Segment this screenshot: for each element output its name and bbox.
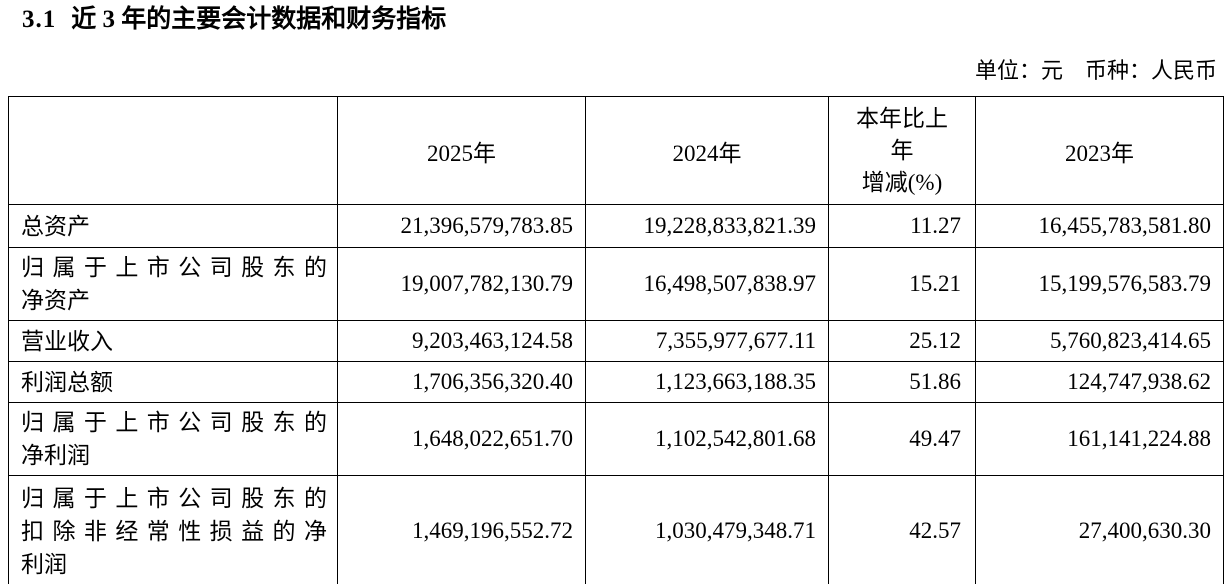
value-2025: 1,648,022,651.70 <box>337 402 586 476</box>
table-row: 利润总额 1,706,356,320.40 1,123,663,188.35 51.8… <box>8 361 1224 403</box>
indicator-label: 归属于上市公司股东的 扣除非经常性损益的净 利润 <box>8 475 338 584</box>
change-header-line: 本年比上 <box>856 105 948 131</box>
indicator-label-line: 营业收入 <box>21 328 113 354</box>
indicator-label-line: 归属于上市公司股东的 <box>21 410 327 435</box>
value-change-pct: 42.57 <box>828 475 976 584</box>
value-2024: 1,030,479,348.71 <box>585 475 829 584</box>
value-2023: 5,760,823,414.65 <box>975 320 1224 362</box>
value-2024: 19,228,833,821.39 <box>585 204 829 248</box>
value-2023: 27,400,630.30 <box>975 475 1224 584</box>
section-title-text: 近 3 年的主要会计数据和财务指标 <box>71 6 447 33</box>
indicator-label-line: 利润总额 <box>21 369 113 395</box>
header-row: 2025年 2024年 本年比上年增减(%) 2023年 <box>8 96 1224 205</box>
section-title: 3.1 近 3 年的主要会计数据和财务指标 <box>22 6 1230 34</box>
indicator-label: 营业收入 <box>8 320 338 362</box>
table-row: 总资产 21,396,579,783.85 19,228,833,821.39 11.… <box>8 204 1224 248</box>
value-2023: 16,455,783,581.80 <box>975 204 1224 248</box>
indicator-label-line: 扣除非经常性损益的净 <box>21 518 327 544</box>
section-number: 3.1 <box>22 6 57 33</box>
change-header-line: 年 <box>890 137 914 163</box>
indicator-label-line: 净资产 <box>21 288 90 313</box>
value-2025: 19,007,782,130.79 <box>337 247 586 321</box>
value-change-pct: 25.12 <box>828 320 976 362</box>
indicator-label-line: 归属于上市公司股东的 <box>21 485 327 511</box>
column-header-2025: 2025年 <box>337 96 586 205</box>
indicator-label-line: 净利润 <box>21 443 90 468</box>
column-header-2023: 2023年 <box>975 96 1224 205</box>
table-row: 归属于上市公司股东的 净利润 1,648,022,651.70 1,102,542,8… <box>8 402 1224 476</box>
value-2024: 1,102,542,801.68 <box>585 402 829 476</box>
indicator-label: 归属于上市公司股东的 净利润 <box>8 402 338 476</box>
value-2023: 124,747,938.62 <box>975 361 1224 403</box>
value-change-pct: 15.21 <box>828 247 976 321</box>
value-2023: 15,199,576,583.79 <box>975 247 1224 321</box>
value-change-pct: 11.27 <box>828 204 976 248</box>
indicator-label: 利润总额 <box>8 361 338 403</box>
value-change-pct: 51.86 <box>828 361 976 403</box>
unit-currency-note: 单位：元 币种：人民币 <box>974 58 1217 83</box>
indicator-label: 总资产 <box>8 204 338 248</box>
value-2025: 1,469,196,552.72 <box>337 475 586 584</box>
column-header-change-pct: 本年比上年增减(%) <box>828 96 976 205</box>
value-2024: 16,498,507,838.97 <box>585 247 829 321</box>
financial-indicators-table: 2025年 2024年 本年比上年增减(%) 2023年 总资产 21,396,5… <box>8 96 1224 584</box>
indicator-label-line: 利润 <box>21 551 67 577</box>
value-2024: 1,123,663,188.35 <box>585 361 829 403</box>
indicator-label-line: 总资产 <box>21 213 90 239</box>
value-2025: 21,396,579,783.85 <box>337 204 586 248</box>
value-2025: 1,706,356,320.40 <box>337 361 586 403</box>
value-2025: 9,203,463,124.58 <box>337 320 586 362</box>
indicator-label: 归属于上市公司股东的 净资产 <box>8 247 338 321</box>
value-2023: 161,141,224.88 <box>975 402 1224 476</box>
table-row: 归属于上市公司股东的 扣除非经常性损益的净 利润 1,469,196,552.72 1,… <box>8 475 1224 584</box>
indicator-label-line: 归属于上市公司股东的 <box>21 255 327 280</box>
indicator-column-header <box>8 96 338 205</box>
value-2024: 7,355,977,677.11 <box>585 320 829 362</box>
value-change-pct: 49.47 <box>828 402 976 476</box>
table-row: 归属于上市公司股东的 净资产 19,007,782,130.79 16,498,507… <box>8 247 1224 321</box>
table-body: 总资产 21,396,579,783.85 19,228,833,821.39 11.… <box>8 204 1224 584</box>
column-header-2024: 2024年 <box>585 96 829 205</box>
table-row: 营业收入 9,203,463,124.58 7,355,977,677.11 25.1… <box>8 320 1224 362</box>
change-header-line: 增减(%) <box>861 169 943 195</box>
